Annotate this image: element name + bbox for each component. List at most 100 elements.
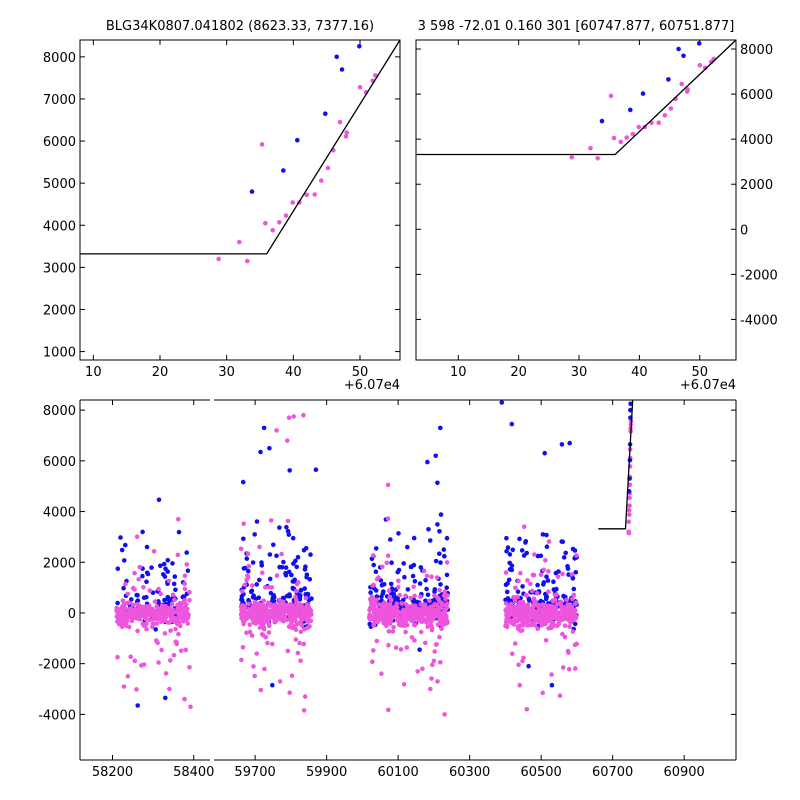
tick-label: 50 [692, 365, 709, 380]
blue-point [412, 579, 418, 584]
magenta-point [278, 612, 283, 618]
magenta-point [184, 611, 189, 617]
magenta-point [512, 641, 518, 646]
blue-point [388, 581, 394, 587]
blue-point [405, 587, 411, 592]
magenta-point [290, 200, 296, 205]
blue-point [140, 573, 145, 579]
blue-point [542, 450, 547, 456]
magenta-flare-point [626, 508, 632, 513]
blue-point [298, 587, 304, 593]
magenta-point [563, 607, 569, 612]
magenta-point [297, 620, 302, 626]
tick-label: 0 [68, 607, 76, 622]
blue-point [373, 588, 379, 593]
magenta-point [411, 584, 417, 590]
magenta-point [515, 594, 520, 600]
magenta-point [418, 594, 423, 600]
blue-point [504, 535, 509, 541]
magenta-point [180, 615, 185, 621]
tick-label: 2000 [740, 178, 773, 193]
magenta-point [571, 592, 577, 598]
magenta-point [511, 619, 516, 624]
blue-point [357, 44, 362, 49]
magenta-point [524, 707, 530, 712]
blue-point [292, 577, 298, 583]
magenta-point [411, 614, 417, 620]
blue-point [423, 598, 428, 604]
blue-point [307, 577, 313, 582]
magenta-point [279, 551, 284, 557]
blue-point [444, 535, 450, 541]
magenta-point [182, 573, 188, 579]
magenta-point [391, 605, 397, 610]
magenta-point [216, 256, 221, 262]
magenta-point [251, 664, 256, 669]
magenta-point [384, 560, 390, 566]
magenta-point [431, 658, 437, 664]
magenta-point [380, 564, 385, 570]
magenta-point [421, 568, 427, 574]
magenta-point [409, 635, 415, 640]
blue-point [561, 593, 566, 599]
tick-label: 8000 [740, 43, 773, 58]
magenta-point [301, 708, 307, 713]
blue-point [303, 592, 309, 597]
magenta-point [521, 524, 527, 529]
tick-label: 6000 [43, 135, 76, 150]
magenta-point [128, 654, 133, 659]
magenta-point [289, 606, 295, 611]
magenta-point [306, 617, 312, 623]
magenta-point [434, 575, 440, 580]
magenta-point [412, 593, 417, 599]
blue-point [515, 589, 521, 594]
magenta-point [436, 612, 442, 618]
magenta-point [132, 615, 137, 621]
magenta-point [557, 693, 563, 698]
model-line [598, 399, 634, 530]
blue-point [259, 560, 264, 565]
magenta-point [618, 139, 623, 145]
magenta-point [427, 611, 433, 617]
blue-point [250, 560, 256, 565]
magenta-point [246, 563, 252, 569]
magenta-point [630, 131, 636, 137]
magenta-point [296, 580, 301, 585]
magenta-point [418, 619, 424, 624]
magenta-point [522, 604, 528, 610]
magenta-point [156, 660, 161, 665]
magenta-point [573, 666, 578, 671]
magenta-point [182, 586, 188, 592]
magenta-point [150, 606, 155, 612]
tick-label: 20 [510, 365, 527, 380]
magenta-point [537, 613, 543, 618]
tick-label: 8000 [43, 404, 76, 419]
blue-point [323, 111, 328, 116]
magenta-point [337, 119, 343, 125]
blue-point [401, 561, 407, 566]
x-offset-label: +6.07e4 [344, 378, 400, 393]
tick-label: 60100 [377, 765, 418, 780]
blue-point [499, 400, 505, 405]
magenta-point [276, 616, 282, 622]
blue-point [523, 539, 529, 544]
blue-point [559, 442, 565, 447]
magenta-point [172, 597, 177, 602]
magenta-point [121, 611, 126, 616]
blue-point [244, 556, 250, 561]
blue-point [163, 695, 168, 701]
magenta-point [390, 629, 396, 634]
blue-point [554, 586, 559, 592]
magenta-point [388, 616, 394, 621]
blue-point [559, 539, 564, 544]
magenta-point [697, 62, 703, 68]
magenta-point [702, 65, 708, 71]
magenta-point [386, 707, 391, 713]
blue-point [380, 591, 386, 596]
blue-point [249, 189, 255, 194]
blue-point [433, 558, 439, 564]
blue-point [427, 538, 433, 543]
magenta-point [511, 605, 516, 611]
magenta-point [518, 628, 523, 633]
magenta-point [525, 578, 530, 583]
